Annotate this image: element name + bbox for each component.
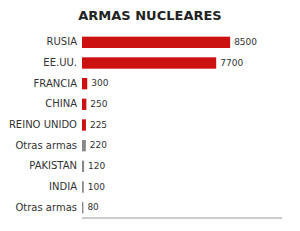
bars: [82, 37, 230, 214]
bar: [82, 161, 84, 172]
bar: [82, 119, 86, 130]
category-label: FRANCIA: [34, 78, 78, 89]
data-label: 80: [87, 202, 99, 212]
bar: [82, 78, 87, 89]
data-label: 7700: [220, 58, 243, 68]
category-label: INDIA: [49, 181, 77, 192]
category-label: RUSIA: [47, 36, 78, 47]
category-label: PAKISTAN: [29, 160, 77, 171]
chart-title: ARMAS NUCLEARES: [78, 8, 221, 23]
category-label: Otras armas: [15, 140, 77, 151]
bar: [82, 181, 84, 192]
category-label: REINO UNIDO: [9, 119, 77, 130]
bar: [82, 140, 86, 151]
data-label: 250: [90, 99, 107, 109]
chart-svg: ARMAS NUCLEARES RUSIA 8500 EE.UU. 7700 FRANCI…: [0, 0, 300, 231]
data-label: 120: [88, 161, 105, 171]
data-label: 100: [88, 182, 105, 192]
data-label: 225: [90, 120, 107, 130]
chart-container: ARMAS NUCLEARES RUSIA 8500 EE.UU. 7700 FRANCI…: [0, 0, 300, 231]
data-label: 8500: [234, 37, 257, 47]
bar: [82, 99, 86, 110]
category-label: Otras armas: [15, 202, 77, 213]
bar: [82, 37, 230, 48]
data-label: 300: [91, 78, 108, 88]
labels: RUSIA 8500 EE.UU. 7700 FRANCIA 300 CHINA 250 REI…: [9, 36, 257, 212]
data-label: 220: [90, 140, 107, 150]
category-label: EE.UU.: [43, 57, 77, 68]
bar: [82, 202, 83, 213]
bar: [82, 57, 216, 68]
category-label: CHINA: [45, 98, 77, 109]
x-axis-line: [82, 218, 282, 219]
